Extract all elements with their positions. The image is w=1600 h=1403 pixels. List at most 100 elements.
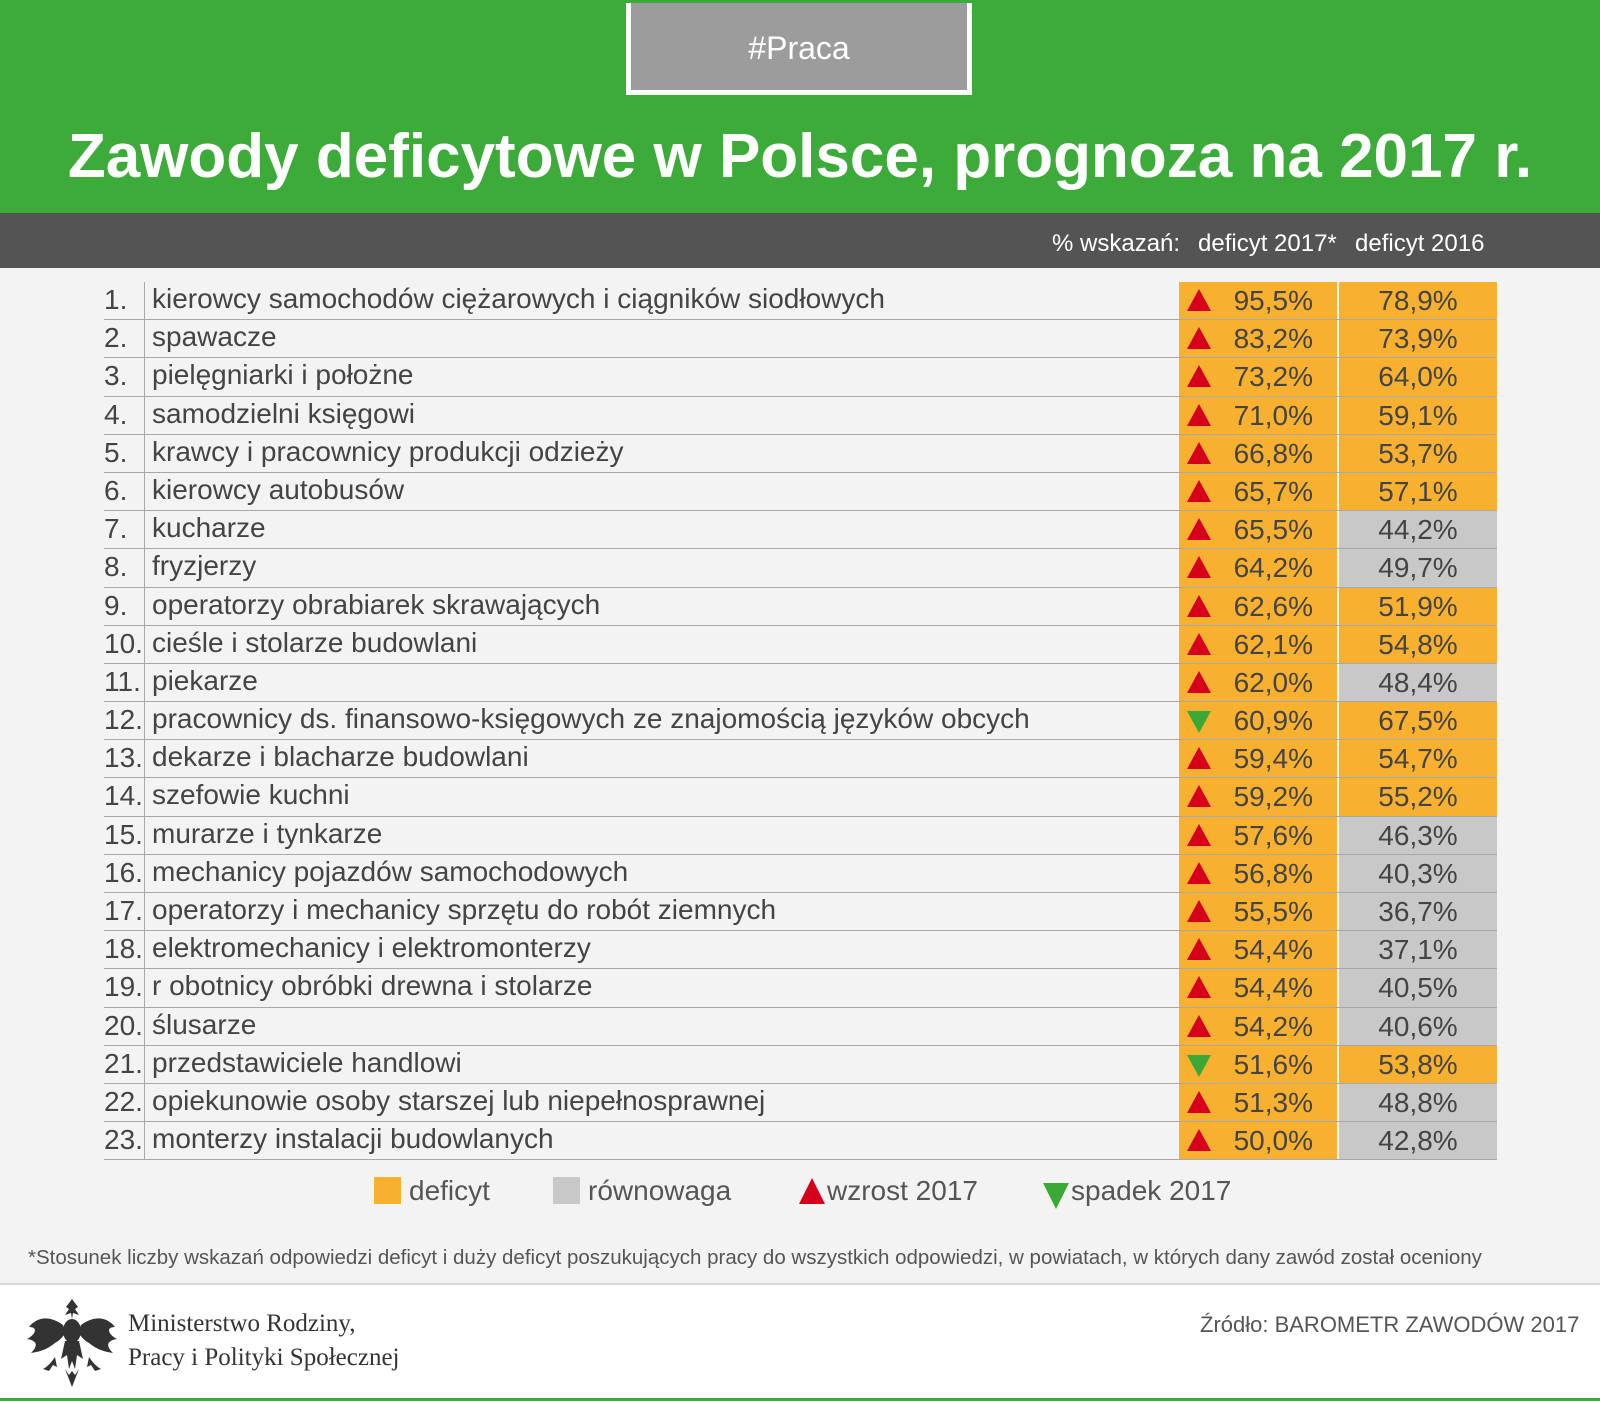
column-divider	[144, 816, 145, 854]
hashtag: #Praca	[631, 3, 967, 90]
cell-2017: 71,0%	[1179, 396, 1337, 434]
cell-2017: 64,2%	[1179, 549, 1337, 587]
triangle-up-icon	[1187, 1014, 1211, 1037]
legend-deficit-label: deficyt	[409, 1175, 490, 1206]
value-2017: 66,8%	[1233, 437, 1313, 469]
occupation-label: operatorzy i mechanicy sprzętu do robót …	[152, 894, 777, 925]
cell-2017: 51,3%	[1179, 1083, 1337, 1122]
triangle-up-icon	[1187, 1129, 1211, 1152]
table-row: 15. murarze i tynkarze 57,6% 46,3%	[104, 816, 1497, 855]
table-row: 21. przedstawiciele handlowi 51,6% 53,8%	[104, 1045, 1497, 1084]
table-row: 9. operatorzy obrabiarek skrawających 62,6…	[104, 587, 1497, 626]
table-row: 4. samodzielni księgowi 71,0% 59,1%	[104, 396, 1497, 435]
table-row: 3. pielęgniarki i położne 73,2% 64,0%	[104, 358, 1497, 397]
value-2017: 62,1%	[1233, 628, 1313, 660]
value-2016: 54,7%	[1378, 743, 1458, 775]
table-row: 12. pracownicy ds. finansowo-księgowych z…	[104, 702, 1497, 741]
row-rank: 7.	[104, 513, 128, 545]
column-divider	[144, 893, 145, 931]
value-2016: 37,1%	[1378, 934, 1458, 966]
cell-2016: 48,4%	[1339, 663, 1497, 702]
value-2016: 40,5%	[1378, 972, 1458, 1004]
cell-2017: 54,4%	[1179, 969, 1337, 1007]
value-2017: 54,2%	[1233, 1010, 1313, 1042]
table-row: 20. ślusarze 54,2% 40,6%	[104, 1007, 1497, 1046]
value-2016: 46,3%	[1378, 819, 1458, 851]
cell-2016: 57,1%	[1339, 472, 1497, 511]
column-divider	[144, 663, 145, 702]
value-2017: 59,4%	[1233, 743, 1313, 775]
cell-2017: 62,6%	[1179, 587, 1337, 625]
cell-2016: 36,7%	[1339, 893, 1497, 931]
row-rank: 9.	[104, 589, 128, 621]
cell-2017: 50,0%	[1179, 1122, 1337, 1160]
footnote: *Stosunek liczby wskazań odpowiedzi defi…	[28, 1246, 1482, 1269]
column-divider	[144, 549, 145, 587]
triangle-up-icon	[1187, 479, 1211, 502]
ministry-name-line1: Ministerstwo Rodziny,	[128, 1310, 356, 1337]
triangle-up-icon	[1187, 365, 1211, 388]
triangle-up-icon	[799, 1178, 825, 1204]
value-2017: 62,6%	[1233, 590, 1313, 622]
value-2017: 62,0%	[1233, 666, 1313, 698]
cell-2016: 78,9%	[1339, 282, 1497, 320]
cell-2016: 37,1%	[1339, 931, 1497, 969]
value-2017: 57,6%	[1233, 819, 1313, 851]
cell-2017: 51,6%	[1179, 1045, 1337, 1083]
row-rank: 12.	[104, 704, 143, 736]
occupation-label: mechanicy pojazdów samochodowych	[152, 855, 629, 887]
table-row: 5. krawcy i pracownicy produkcji odzieży 6…	[104, 434, 1497, 473]
cell-2016: 73,9%	[1339, 320, 1497, 358]
triangle-up-icon	[1187, 327, 1211, 350]
value-2016: 78,9%	[1378, 285, 1458, 316]
column-divider	[144, 434, 145, 472]
value-2016: 44,2%	[1378, 514, 1458, 546]
value-2017: 54,4%	[1233, 934, 1313, 966]
occupation-label: spawacze	[152, 321, 277, 353]
cell-2016: 53,8%	[1339, 1045, 1497, 1083]
cell-2017: 59,2%	[1179, 778, 1337, 816]
triangle-up-icon	[1187, 900, 1211, 922]
value-2016: 49,7%	[1378, 552, 1458, 584]
row-rank: 19.	[104, 971, 143, 1003]
cell-2017: 95,5%	[1179, 282, 1337, 320]
triangle-up-icon	[1187, 403, 1211, 426]
column-divider	[144, 778, 145, 816]
occupation-label: krawcy i pracownicy produkcji odzieży	[152, 435, 624, 467]
row-rank: 18.	[104, 933, 143, 965]
cell-2017: 66,8%	[1179, 434, 1337, 472]
value-2016: 55,2%	[1378, 781, 1458, 813]
row-rank: 11.	[104, 665, 141, 697]
value-2017: 51,3%	[1233, 1086, 1313, 1118]
table-row: 14. szefowie kuchni 59,2% 55,2%	[104, 778, 1497, 817]
column-divider	[144, 1045, 145, 1083]
value-2016: 40,3%	[1378, 857, 1458, 889]
value-2017: 56,8%	[1233, 857, 1313, 889]
cell-2016: 54,8%	[1339, 625, 1497, 663]
table-row: 2. spawacze 83,2% 73,9%	[104, 320, 1497, 359]
occupation-label: przedstawiciele handlowi	[152, 1046, 462, 1078]
row-rank: 1.	[104, 284, 128, 315]
occupation-label: fryzjerzy	[152, 550, 257, 582]
value-2016: 53,7%	[1378, 437, 1458, 469]
row-rank: 13.	[104, 742, 143, 774]
value-2017: 64,2%	[1233, 552, 1313, 584]
occupation-label: monterzy instalacji budowlanych	[152, 1123, 554, 1155]
triangle-up-icon	[1187, 1090, 1211, 1113]
row-rank: 4.	[104, 398, 128, 430]
cell-2016: 59,1%	[1339, 396, 1497, 434]
cell-2017: 54,2%	[1179, 1007, 1337, 1045]
cell-2016: 49,7%	[1339, 549, 1497, 587]
legend-deficit-swatch	[374, 1177, 401, 1204]
legend-balance-label: równowaga	[588, 1175, 732, 1206]
triangle-up-icon	[1187, 976, 1211, 999]
col-header-2016: deficyt 2016	[1355, 230, 1485, 257]
value-2017: 65,7%	[1233, 475, 1313, 507]
tag-box: #Praca	[626, 3, 972, 95]
value-2017: 55,5%	[1233, 896, 1313, 927]
value-2017: 50,0%	[1233, 1125, 1313, 1157]
cell-2016: 40,6%	[1339, 1007, 1497, 1045]
value-2017: 54,4%	[1233, 972, 1313, 1004]
row-rank: 21.	[104, 1047, 143, 1079]
